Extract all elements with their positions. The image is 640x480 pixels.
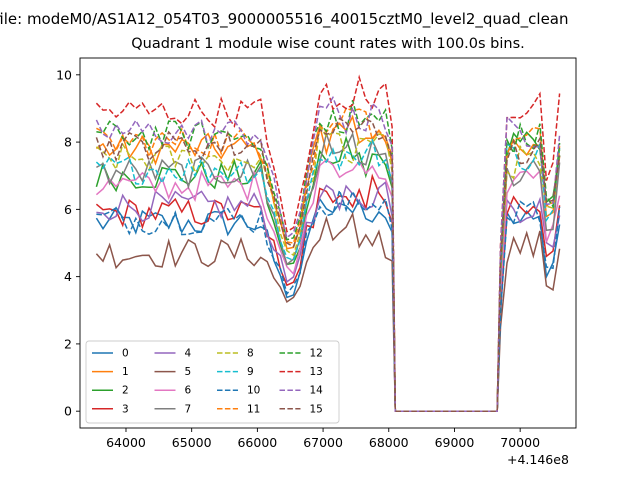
legend-label-6: 6 xyxy=(185,385,192,397)
y-tick-label: 8 xyxy=(64,135,72,150)
legend-label-0: 0 xyxy=(122,348,129,360)
x-axis-offset-label: +4.146e8 xyxy=(507,452,569,467)
legend-label-10: 10 xyxy=(247,385,260,397)
legend-label-5: 5 xyxy=(185,366,192,378)
legend-label-14: 14 xyxy=(310,385,324,397)
x-tick-label: 70000 xyxy=(500,435,540,450)
chart-title: Quadrant 1 module wise count rates with … xyxy=(131,36,525,52)
legend-label-3: 3 xyxy=(122,403,129,415)
legend-label-12: 12 xyxy=(310,348,323,360)
y-tick-label: 2 xyxy=(64,336,72,351)
x-tick-label: 64000 xyxy=(106,435,146,450)
figure-suptitle: n file: modeM0/AS1A12_054T03_9000005516_… xyxy=(0,10,569,28)
legend-box xyxy=(85,340,340,424)
x-tick-label: 68000 xyxy=(369,435,409,450)
legend-label-8: 8 xyxy=(247,348,254,360)
y-tick-label: 0 xyxy=(64,404,72,419)
x-tick-label: 65000 xyxy=(172,435,212,450)
legend-label-1: 1 xyxy=(122,366,129,378)
legend-label-9: 9 xyxy=(247,366,254,378)
legend-label-11: 11 xyxy=(247,403,260,415)
legend-label-4: 4 xyxy=(185,348,192,360)
x-tick-label: 69000 xyxy=(435,435,475,450)
x-tick-label: 66000 xyxy=(237,435,277,450)
plot-frame xyxy=(79,57,577,429)
legend-label-15: 15 xyxy=(310,403,323,415)
legend-label-13: 13 xyxy=(310,366,323,378)
y-tick-label: 4 xyxy=(64,269,72,284)
y-tick-label: 10 xyxy=(56,67,72,82)
legend-label-7: 7 xyxy=(185,403,192,415)
legend-label-2: 2 xyxy=(122,385,129,397)
x-tick-label: 67000 xyxy=(303,435,343,450)
series-lines xyxy=(95,74,561,412)
series-line-15 xyxy=(95,117,561,412)
y-tick-label: 6 xyxy=(64,202,72,217)
